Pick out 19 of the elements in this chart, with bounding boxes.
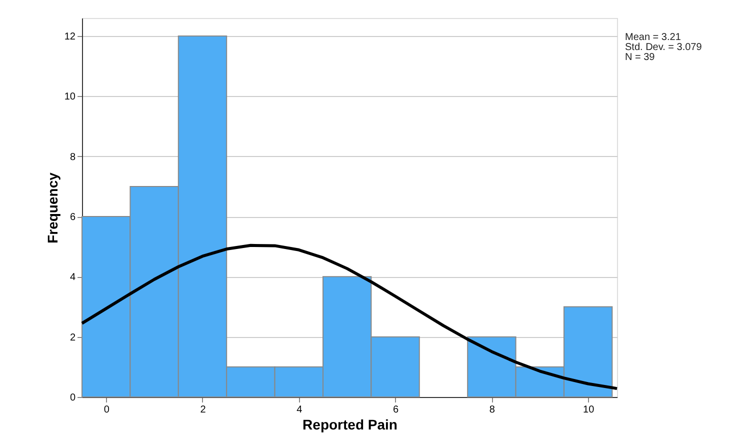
x-tick-label: 6 bbox=[393, 404, 400, 416]
y-tick-label: 0 bbox=[70, 392, 76, 404]
x-tick-label: 8 bbox=[489, 404, 496, 416]
text: Std. Dev. = 3.079 bbox=[625, 42, 702, 53]
y-tick-label: 6 bbox=[70, 212, 76, 224]
x-axis-title: Reported Pain bbox=[302, 416, 398, 432]
y-tick-label: 4 bbox=[70, 272, 76, 284]
x-tick-label: 2 bbox=[200, 404, 206, 416]
text: Mean = 3.21 bbox=[625, 32, 682, 43]
y-axis-title: Frequency bbox=[44, 172, 60, 244]
y-tick-label: 10 bbox=[64, 92, 76, 103]
x-tick-label: 10 bbox=[583, 404, 595, 416]
text: N = 39 bbox=[625, 52, 656, 63]
y-tick-label: 12 bbox=[64, 32, 76, 43]
x-tick-label: 0 bbox=[104, 404, 110, 416]
y-tick-label: 8 bbox=[70, 152, 76, 163]
line-series bbox=[80, 244, 618, 390]
x-tick-label: 4 bbox=[296, 404, 303, 416]
y-tick-label: 2 bbox=[70, 332, 76, 344]
